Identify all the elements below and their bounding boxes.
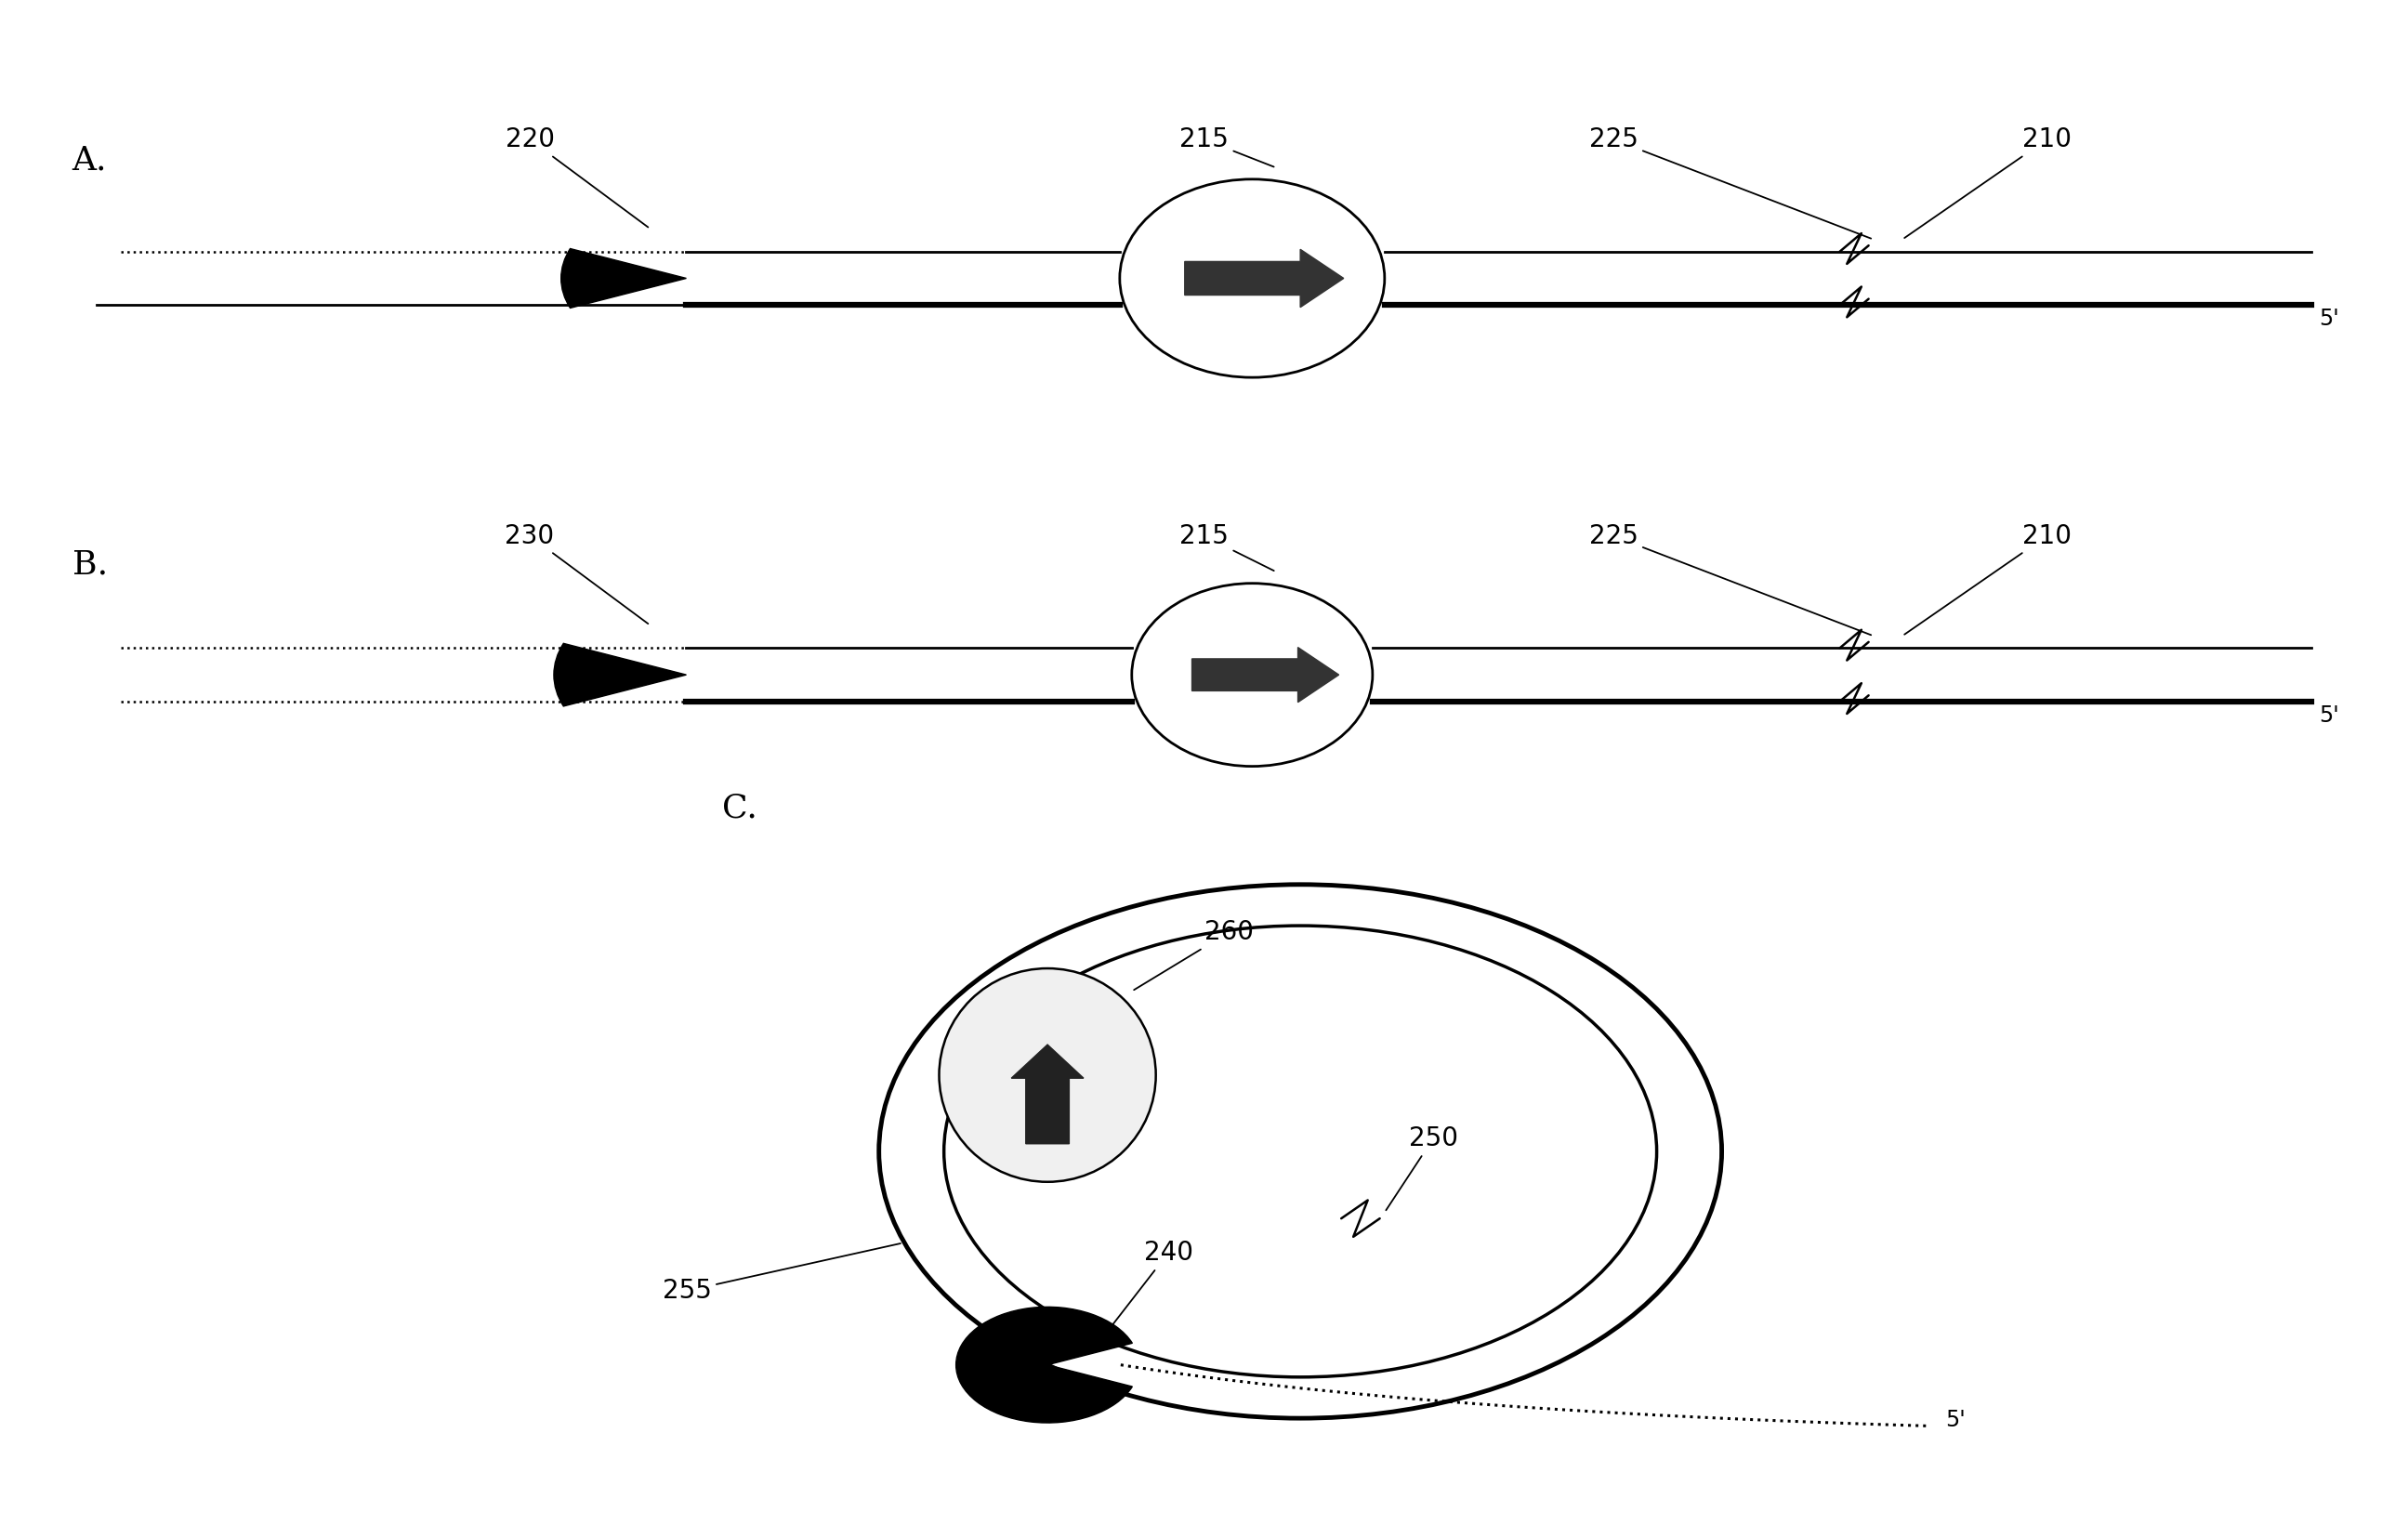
Wedge shape <box>956 1307 1132 1423</box>
Text: 260: 260 <box>1134 920 1252 990</box>
FancyArrow shape <box>1192 647 1339 702</box>
Text: 255: 255 <box>662 1243 901 1304</box>
Text: C.: C. <box>722 793 759 824</box>
FancyArrow shape <box>1185 249 1344 307</box>
Ellipse shape <box>1120 180 1385 377</box>
Text: 210: 210 <box>1905 523 2071 634</box>
FancyArrow shape <box>1011 1045 1084 1144</box>
Text: 225: 225 <box>1589 127 1871 238</box>
Text: 215: 215 <box>1180 523 1274 570</box>
Text: 5': 5' <box>1946 1409 1965 1430</box>
Text: A.: A. <box>72 145 106 175</box>
Text: 215: 215 <box>1180 127 1274 166</box>
Text: 240: 240 <box>1098 1240 1192 1345</box>
Text: 220: 220 <box>506 127 648 227</box>
Text: 230: 230 <box>506 523 648 624</box>
Ellipse shape <box>939 968 1156 1182</box>
Ellipse shape <box>1132 583 1373 766</box>
Text: 5': 5' <box>2319 705 2338 727</box>
Wedge shape <box>561 249 686 308</box>
Wedge shape <box>554 644 686 706</box>
Text: 225: 225 <box>1589 523 1871 634</box>
Text: B.: B. <box>72 549 108 580</box>
Text: 5': 5' <box>2319 308 2338 331</box>
Text: 250: 250 <box>1387 1125 1457 1211</box>
Text: 210: 210 <box>1905 127 2071 238</box>
